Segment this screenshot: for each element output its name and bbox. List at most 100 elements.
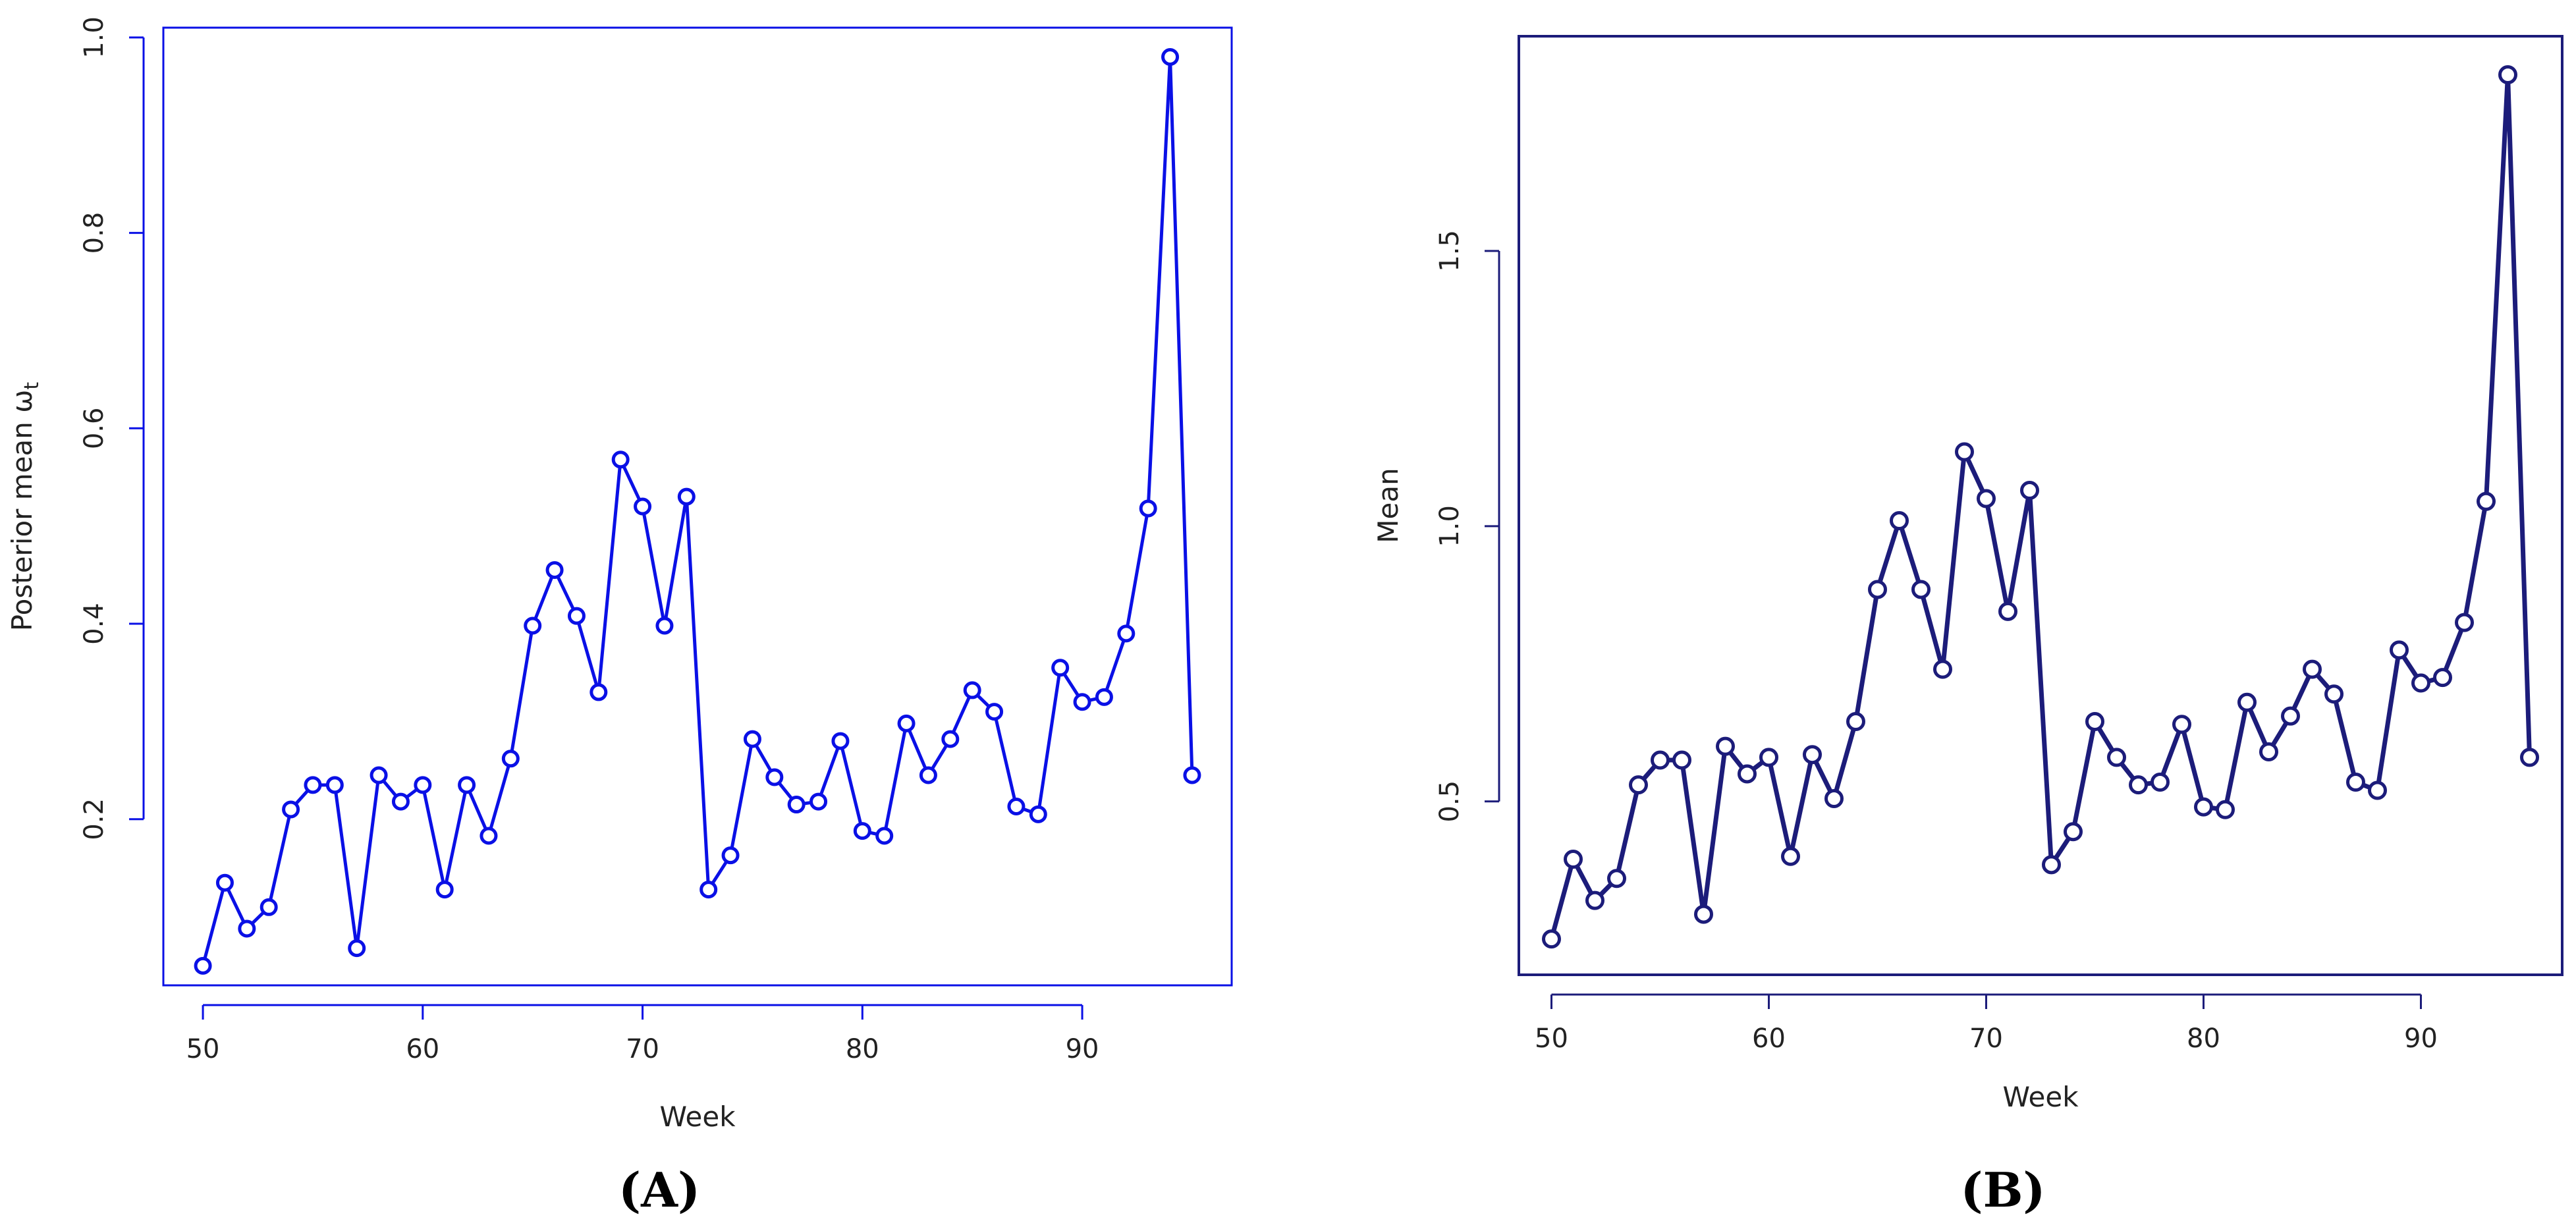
data-point: [304, 776, 322, 794]
data-point: [2259, 742, 2278, 762]
data-point: [2129, 775, 2148, 795]
data-point: [567, 607, 586, 625]
data-point: [2455, 613, 2474, 632]
x-axis-title: Week: [2002, 1081, 2079, 1113]
y-tick-label: 1.5: [1435, 230, 1465, 272]
data-point: [194, 956, 212, 975]
data-point: [2020, 481, 2039, 501]
x-tick-label: 80: [2187, 1024, 2220, 1054]
data-point: [1007, 797, 1026, 815]
data-point: [282, 800, 300, 819]
data-point: [677, 487, 696, 506]
data-point: [634, 497, 652, 516]
data-point: [2151, 772, 2170, 792]
data-point: [480, 827, 498, 845]
data-point: [985, 703, 1004, 721]
data-point: [1161, 48, 1180, 67]
data-point: [2368, 780, 2387, 800]
data-point: [2324, 684, 2343, 704]
x-tick-label: 70: [1969, 1024, 2003, 1054]
y-axis-title-text: Mean: [1372, 468, 1404, 543]
data-point: [1607, 869, 1626, 889]
data-point: [1911, 580, 1931, 599]
data-point: [1564, 849, 1583, 869]
y-tick-label: 0.4: [79, 603, 109, 645]
data-point: [348, 939, 366, 958]
chart-panel-b: 50 60 70 80 90 0.5 1.0 1.5 Week Mean: [1372, 35, 2563, 1113]
data-point: [1933, 659, 1952, 679]
data-point: [2281, 706, 2300, 726]
data-point: [1738, 764, 1757, 784]
data-point: [1542, 929, 1561, 949]
data-point: [1846, 712, 1865, 732]
data-point: [2042, 855, 2061, 875]
y-tick-label: 0.8: [79, 212, 109, 254]
data-point: [1716, 736, 1735, 756]
data-point: [875, 827, 894, 845]
data-point: [215, 873, 234, 892]
data-point: [2498, 65, 2517, 85]
data-point: [1095, 688, 1113, 706]
x-tick-label: 50: [186, 1034, 220, 1064]
x-tick-label: 60: [1752, 1024, 1786, 1054]
data-point: [919, 766, 937, 784]
data-point: [391, 792, 410, 811]
data-point: [2411, 673, 2430, 693]
y-axis-title-subscript: t: [20, 382, 43, 390]
y-axis-title: Mean: [1372, 468, 1404, 543]
data-point: [611, 451, 630, 469]
plot-frame: [1518, 35, 2563, 976]
series-line: [1549, 72, 2532, 940]
y-tick-label: 0.6: [79, 407, 109, 449]
data-point: [2346, 772, 2365, 792]
data-point: [809, 792, 828, 811]
data-point: [1117, 624, 1136, 643]
data-point: [1073, 693, 1091, 711]
data-point: [1694, 904, 1713, 924]
data-point: [1051, 659, 1070, 677]
x-tick-label: 90: [1066, 1034, 1099, 1064]
y-axis-title-text: Posterior mean ω: [6, 390, 38, 632]
data-point: [1759, 748, 1778, 767]
data-point: [435, 881, 454, 899]
data-point: [2172, 715, 2191, 734]
data-point: [501, 750, 520, 768]
data-point: [699, 881, 718, 899]
data-point: [545, 561, 564, 579]
data-point: [2390, 640, 2409, 660]
data-point: [2520, 748, 2539, 767]
data-point: [1781, 846, 1800, 866]
data-point: [2477, 491, 2496, 511]
y-tick-label: 0.2: [79, 798, 109, 840]
data-point: [1868, 580, 1887, 599]
data-point: [2085, 712, 2104, 732]
x-tick-label: 50: [1535, 1024, 1568, 1054]
data-point: [655, 616, 674, 635]
data-point: [2107, 748, 2126, 767]
data-point: [2194, 797, 2213, 817]
data-point: [1651, 750, 1670, 770]
y-tick-label: 1.0: [79, 16, 109, 59]
x-tick-label: 60: [406, 1034, 439, 1064]
data-point: [1672, 750, 1691, 770]
chart-panel-a: 50 60 70 80 90 0.2 0.4 0.6 0.8 1.0 Week Posterior m…: [6, 16, 1233, 1133]
data-point: [524, 616, 542, 635]
data-point: [941, 730, 960, 748]
data-point: [589, 683, 608, 701]
data-point: [721, 846, 740, 865]
x-axis-title: Week: [659, 1101, 736, 1133]
y-tick-label: 0.5: [1435, 780, 1465, 823]
data-point: [414, 776, 432, 794]
data-point: [2216, 800, 2235, 819]
data-point: [325, 776, 344, 794]
x-tick-label: 90: [2404, 1024, 2438, 1054]
data-point: [2433, 668, 2452, 688]
data-point: [2064, 822, 2083, 842]
data-point: [1629, 775, 1648, 795]
data-point: [238, 919, 256, 938]
data-point: [1998, 601, 2017, 621]
series-line: [201, 55, 1194, 966]
y-tick-label: 1.0: [1435, 505, 1465, 547]
data-point: [765, 768, 784, 786]
